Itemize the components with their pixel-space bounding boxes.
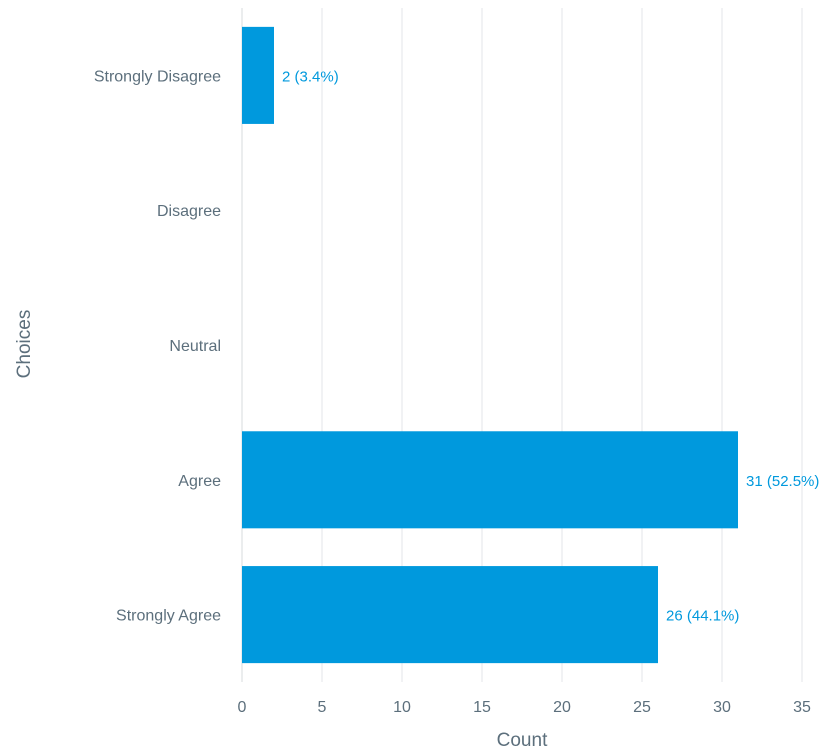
bar-agree [242,431,738,529]
x-tick-label-20: 20 [553,699,571,716]
data-label-strongly-agree: 26 (44.1%) [666,608,739,625]
x-tick-label-10: 10 [393,699,411,716]
data-label-strongly-disagree: 2 (3.4%) [282,68,339,85]
category-label-strongly-agree: Strongly Agree [116,608,221,625]
grid [241,8,803,682]
x-axis-title: Count [497,730,548,751]
y-axis-title: Choices [14,310,35,379]
x-tick-label-30: 30 [713,699,731,716]
data-label-agree: 31 (52.5%) [746,473,819,490]
x-tick-label-15: 15 [473,699,491,716]
bars [242,26,738,664]
data-labels: 2 (3.4%) 31 (52.5%) 26 (44.1%) [282,68,819,624]
x-tick-label-0: 0 [238,699,247,716]
x-tick-label-25: 25 [633,699,651,716]
category-label-neutral: Neutral [169,338,221,355]
category-label-agree: Agree [178,473,221,490]
category-labels: Strongly Disagree Disagree Neutral Agree Str… [94,68,221,624]
bar-strongly-disagree [242,26,274,124]
category-label-strongly-disagree: Strongly Disagree [94,68,221,85]
x-tick-label-5: 5 [318,699,327,716]
x-tick-labels: 0 5 10 15 20 25 30 35 [238,699,811,716]
category-label-disagree: Disagree [157,203,221,220]
bar-strongly-agree [242,566,658,664]
x-tick-label-35: 35 [793,699,811,716]
